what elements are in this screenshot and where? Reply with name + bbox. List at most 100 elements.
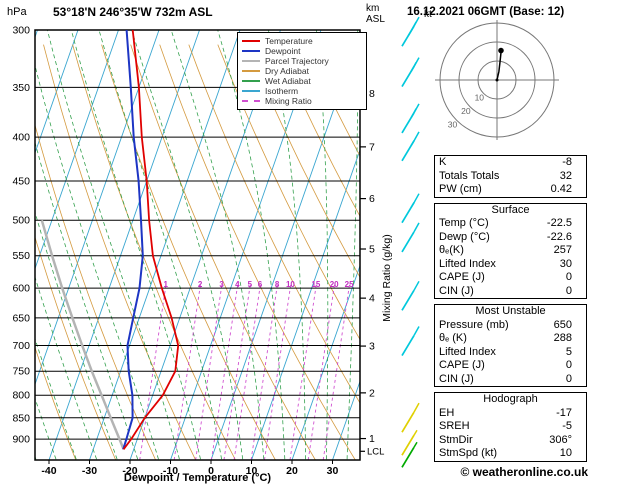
stat-value: -22.6	[546, 230, 572, 243]
mixing-ratio-label: 20	[330, 280, 339, 289]
stat-label: StmSpd (kt)	[439, 447, 498, 459]
km-tick-label: 4	[369, 293, 375, 305]
legend-item: Dry Adiabat	[242, 66, 362, 76]
table-row: StmSpd (kt) 10	[435, 447, 586, 461]
stat-value: -8	[562, 156, 572, 168]
legend-item: Wet Adiabat	[242, 76, 362, 86]
legend-swatch-dry-adiabat	[242, 70, 260, 72]
stat-label: CAPE (J)	[439, 271, 485, 283]
stat-value: 0.42	[550, 183, 572, 195]
model-run-title: 16.12.2021 06GMT (Base: 12)	[407, 6, 565, 18]
pressure-tick-label: 900	[12, 434, 30, 446]
stat-value: 30	[559, 257, 572, 270]
stat-label: CAPE (J)	[439, 359, 485, 371]
isotherm-line	[89, 30, 241, 460]
wind-barb	[401, 222, 420, 253]
pressure-tick-label: 800	[12, 390, 30, 402]
pressure-tick-label: 350	[12, 82, 30, 94]
stat-value: -22.5	[546, 217, 572, 229]
legend-swatch-wet-adiabat	[242, 80, 260, 82]
stats-table: Surface Temp (°C) -22.5 Dewp (°C) -22.6 θₑ(K)…	[434, 202, 587, 299]
stat-value: 650	[553, 318, 572, 331]
legend-label: Isotherm	[265, 86, 299, 96]
wet-adiabat-line	[170, 30, 265, 460]
hodograph-ring-label: 20	[461, 106, 471, 116]
stat-value: 306°	[549, 433, 572, 446]
stat-value: 10	[559, 447, 572, 459]
station-title: 53°18'N 246°35'W 732m ASL	[53, 5, 213, 19]
altitude-axis-unit-label: km ASL	[366, 3, 385, 25]
km-tick-label: 1	[369, 433, 375, 445]
dry-adiabat-line	[35, 346, 77, 460]
stats-table: Hodograph EH -17 SREH -5 StmDir 306° StmSpd (kt…	[434, 392, 587, 462]
stats-table-title: Most Unstable	[475, 305, 546, 317]
wet-adiabat-line	[35, 63, 159, 460]
table-row: K -8	[435, 156, 586, 170]
isotherm-line	[35, 30, 160, 386]
stat-label: θₑ(K)	[439, 244, 464, 256]
legend-item: Mixing Ratio	[242, 96, 362, 106]
pressure-tick-label: 400	[12, 132, 30, 144]
chart-legend: Temperature Dewpoint Parcel Trajectory Dry …	[237, 32, 367, 110]
legend-item: Temperature	[242, 36, 362, 46]
temp-tick-label: 0	[208, 465, 214, 477]
mixing-ratio-label: 10	[286, 280, 295, 289]
stat-value: 288	[553, 332, 572, 344]
stats-table-title: Hodograph	[483, 393, 538, 405]
temp-tick-label: -10	[163, 465, 178, 477]
wet-adiabat-line	[268, 30, 307, 460]
legend-swatch-mixing-ratio	[242, 100, 260, 102]
stat-value: 0	[565, 271, 572, 283]
mixing-ratio-label: 3	[219, 280, 224, 289]
table-row: StmDir 306°	[435, 434, 586, 448]
isotherm-line	[35, 30, 79, 155]
mixing-ratio-axis-label: Mixing Ratio (g/kg)	[381, 234, 393, 322]
stats-table: K -8 Totals Totals 32 PW (cm) 0.42	[434, 155, 587, 198]
table-row: SREH -5	[435, 420, 586, 434]
legend-label: Parcel Trajectory	[265, 56, 329, 66]
table-row: θₑ(K) 257	[435, 244, 586, 258]
table-row: CIN (J) 0	[435, 373, 586, 387]
pressure-tick-label: 500	[12, 215, 30, 227]
copyright-label: © weatheronline.co.uk	[460, 465, 588, 479]
stat-value: 0	[565, 284, 572, 297]
wind-barb	[401, 429, 418, 456]
legend-item: Parcel Trajectory	[242, 56, 362, 66]
pressure-tick-label: 600	[12, 283, 30, 295]
wind-barb	[401, 326, 420, 356]
stat-label: Lifted Index	[439, 345, 496, 358]
dry-adiabat-line	[188, 44, 360, 404]
wind-barb	[401, 131, 420, 162]
stats-table: Most Unstable Pressure (mb) 650 θₑ (K) 288 Li…	[434, 304, 587, 387]
stat-value: 5	[565, 345, 572, 358]
pressure-axis-unit-label: hPa	[7, 6, 27, 18]
dry-adiabat-line	[43, 44, 196, 460]
stat-value: 0	[565, 359, 572, 371]
pressure-tick-label: 750	[12, 366, 30, 378]
temp-tick-label: 30	[327, 465, 339, 477]
lcl-label: LCL	[367, 446, 384, 457]
isotherm-line	[332, 380, 360, 460]
table-row: CIN (J) 0	[435, 285, 586, 299]
dry-adiabat-line	[246, 44, 360, 279]
hodograph-origin-dot	[495, 78, 499, 82]
legend-label: Mixing Ratio	[265, 96, 312, 106]
stat-label: PW (cm)	[439, 183, 482, 195]
table-row: Lifted Index 5	[435, 346, 586, 360]
wet-adiabat-line	[70, 30, 201, 460]
wet-adiabat-line	[346, 30, 359, 460]
dry-adiabat-line	[304, 44, 360, 157]
mixing-ratio-label: 5	[248, 280, 253, 289]
dry-adiabat-line	[35, 123, 156, 460]
legend-label: Temperature	[265, 36, 313, 46]
stat-label: Pressure (mb)	[439, 318, 509, 331]
stat-label: SREH	[439, 420, 470, 432]
hodograph-ring	[458, 41, 536, 119]
stat-label: Temp (°C)	[439, 217, 489, 229]
pressure-tick-label: 650	[12, 312, 30, 324]
legend-item: Isotherm	[242, 86, 362, 96]
pressure-tick-label: 850	[12, 412, 30, 424]
mixing-ratio-label: 15	[311, 280, 320, 289]
km-tick-label: 3	[369, 341, 375, 353]
